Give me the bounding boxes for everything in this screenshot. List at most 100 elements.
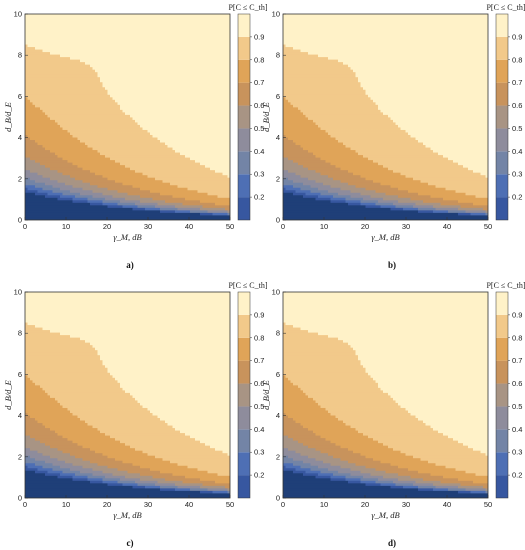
contour-cell [25,21,28,25]
contour-cell [57,91,61,95]
contour-cell [60,164,63,168]
contour-cell [152,184,156,188]
contour-cell [127,129,131,133]
contour-cell [130,86,133,90]
contour-cell [25,94,28,98]
contour-cell [50,46,53,50]
contour-cell [97,34,101,38]
contour-cell [135,169,138,173]
contour-cell [147,41,151,45]
contour-cell [40,64,43,68]
contour-cell [60,99,63,103]
contour-cell [122,96,126,100]
contour-cell [37,162,41,166]
contour-cell [37,122,41,125]
contour-cell [100,99,103,103]
contour-cell [95,94,98,98]
contour-cell [70,34,73,38]
contour-cell [75,169,78,173]
contour-cell [160,137,163,141]
contour-cell [85,192,88,196]
contour-cell [172,179,176,183]
contour-cell [75,192,78,196]
contour-cell [47,132,51,135]
contour-cell [125,212,128,216]
contour-cell [117,179,121,183]
contour-cell [107,212,111,216]
contour-cell [32,101,36,105]
contour-cell [85,51,88,55]
contour-cell [90,132,93,135]
contour-cell [95,204,98,208]
contour-cell [172,79,176,83]
contour-cell [85,19,88,22]
contour-cell [25,142,28,146]
contour-cell [122,169,126,173]
contour-cell [162,26,166,30]
contour-cell [82,124,86,128]
contour-cell [160,129,163,133]
contour-cell [32,86,36,90]
contour-cell [127,114,131,118]
contour-cell [172,76,176,80]
contour-cell [32,117,36,120]
contour-cell [127,197,131,201]
contour-cell [155,106,158,110]
contour-cell [127,89,131,93]
contour-cell [115,184,118,188]
contour-cell [32,69,36,73]
contour-cell [110,84,113,88]
contour-cell [92,39,96,43]
contour-cell [42,199,46,203]
contour-cell [95,111,98,115]
contour-cell [112,56,116,60]
contour-cell [135,124,138,128]
contour-cell [75,159,78,163]
contour-cell [90,24,93,27]
contour-cell [155,34,158,38]
contour-cell [112,174,116,178]
contour-cell [150,101,153,105]
contour-cell [162,134,166,138]
contour-cell [130,199,133,203]
contour-cell [152,26,156,30]
contour-cell [57,74,61,78]
contour-cell [110,122,113,125]
contour-cell [45,74,48,78]
contour-cell [62,111,66,115]
contour-cell [97,99,101,103]
contour-cell [65,164,68,168]
contour-cell [110,104,113,108]
contour-cell [70,149,73,153]
contour-cell [47,134,51,138]
contour-cell [97,122,101,125]
contour-cell [72,101,76,105]
contour-cell [147,29,151,32]
contour-cell [110,157,113,161]
contour-cell [150,34,153,38]
contour-cell [145,117,148,120]
contour-cell [145,69,148,73]
contour-cell [172,84,176,88]
contour-cell [110,204,113,208]
contour-cell [152,76,156,80]
contour-cell [45,51,48,55]
contour-cell [125,101,128,105]
contour-cell [132,69,136,73]
contour-cell [40,91,43,95]
contour-cell [132,109,136,113]
contour-cell [75,139,78,143]
contour-cell [52,19,56,22]
contour-cell [97,147,101,151]
contour-cell [60,109,63,113]
contour-cell [72,19,76,22]
contour-cell [37,212,41,216]
contour-cell [25,111,28,115]
contour-cell [75,76,78,80]
contour-cell [162,217,166,220]
contour-cell [105,124,108,128]
contour-cell [120,217,123,220]
contour-cell [27,179,31,183]
contour-cell [152,187,156,191]
contour-cell [32,46,36,50]
